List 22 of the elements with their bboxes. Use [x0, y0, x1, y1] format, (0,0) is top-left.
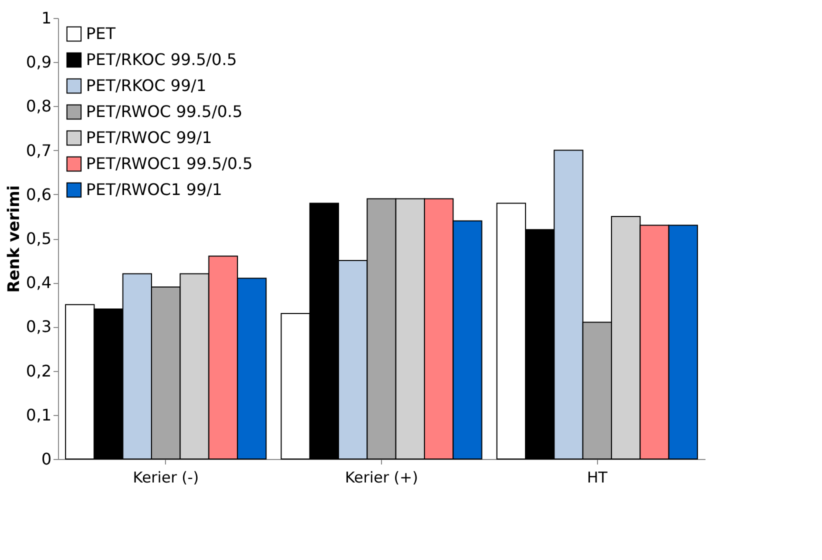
y-tick-label: 0,5 [26, 229, 52, 248]
legend-label: PET [86, 24, 116, 43]
legend-label: PET/RKOC 99.5/0.5 [86, 50, 237, 69]
x-tick-label: Kerier (+) [344, 468, 418, 486]
y-tick-label: 0 [41, 450, 52, 468]
x-tick-label: HT [586, 468, 608, 486]
y-tick-label: 0,6 [26, 184, 52, 204]
y-tick-label: 0,8 [26, 96, 52, 116]
y-tick-label: 1 [41, 8, 52, 28]
y-tick-label: 0,3 [26, 317, 52, 336]
y-tick-label: 0,2 [26, 361, 52, 380]
y-tick-label: 0,1 [26, 405, 52, 424]
legend-label: PET/RWOC 99/1 [86, 128, 212, 147]
y-tick-label: 0,7 [26, 140, 52, 160]
y-tick-label: 0,9 [26, 52, 52, 72]
legend-label: PET/RWOC1 99/1 [86, 180, 222, 199]
y-tick-label: 0,4 [26, 273, 52, 292]
x-tick-label: Kerier (-) [132, 468, 199, 486]
legend-label: PET/RKOC 99/1 [86, 76, 206, 95]
legend-label: PET/RWOC 99.5/0.5 [86, 102, 243, 121]
legend-label: PET/RWOC1 99.5/0.5 [86, 154, 253, 173]
y-axis-title: Renk verimi [4, 185, 24, 293]
